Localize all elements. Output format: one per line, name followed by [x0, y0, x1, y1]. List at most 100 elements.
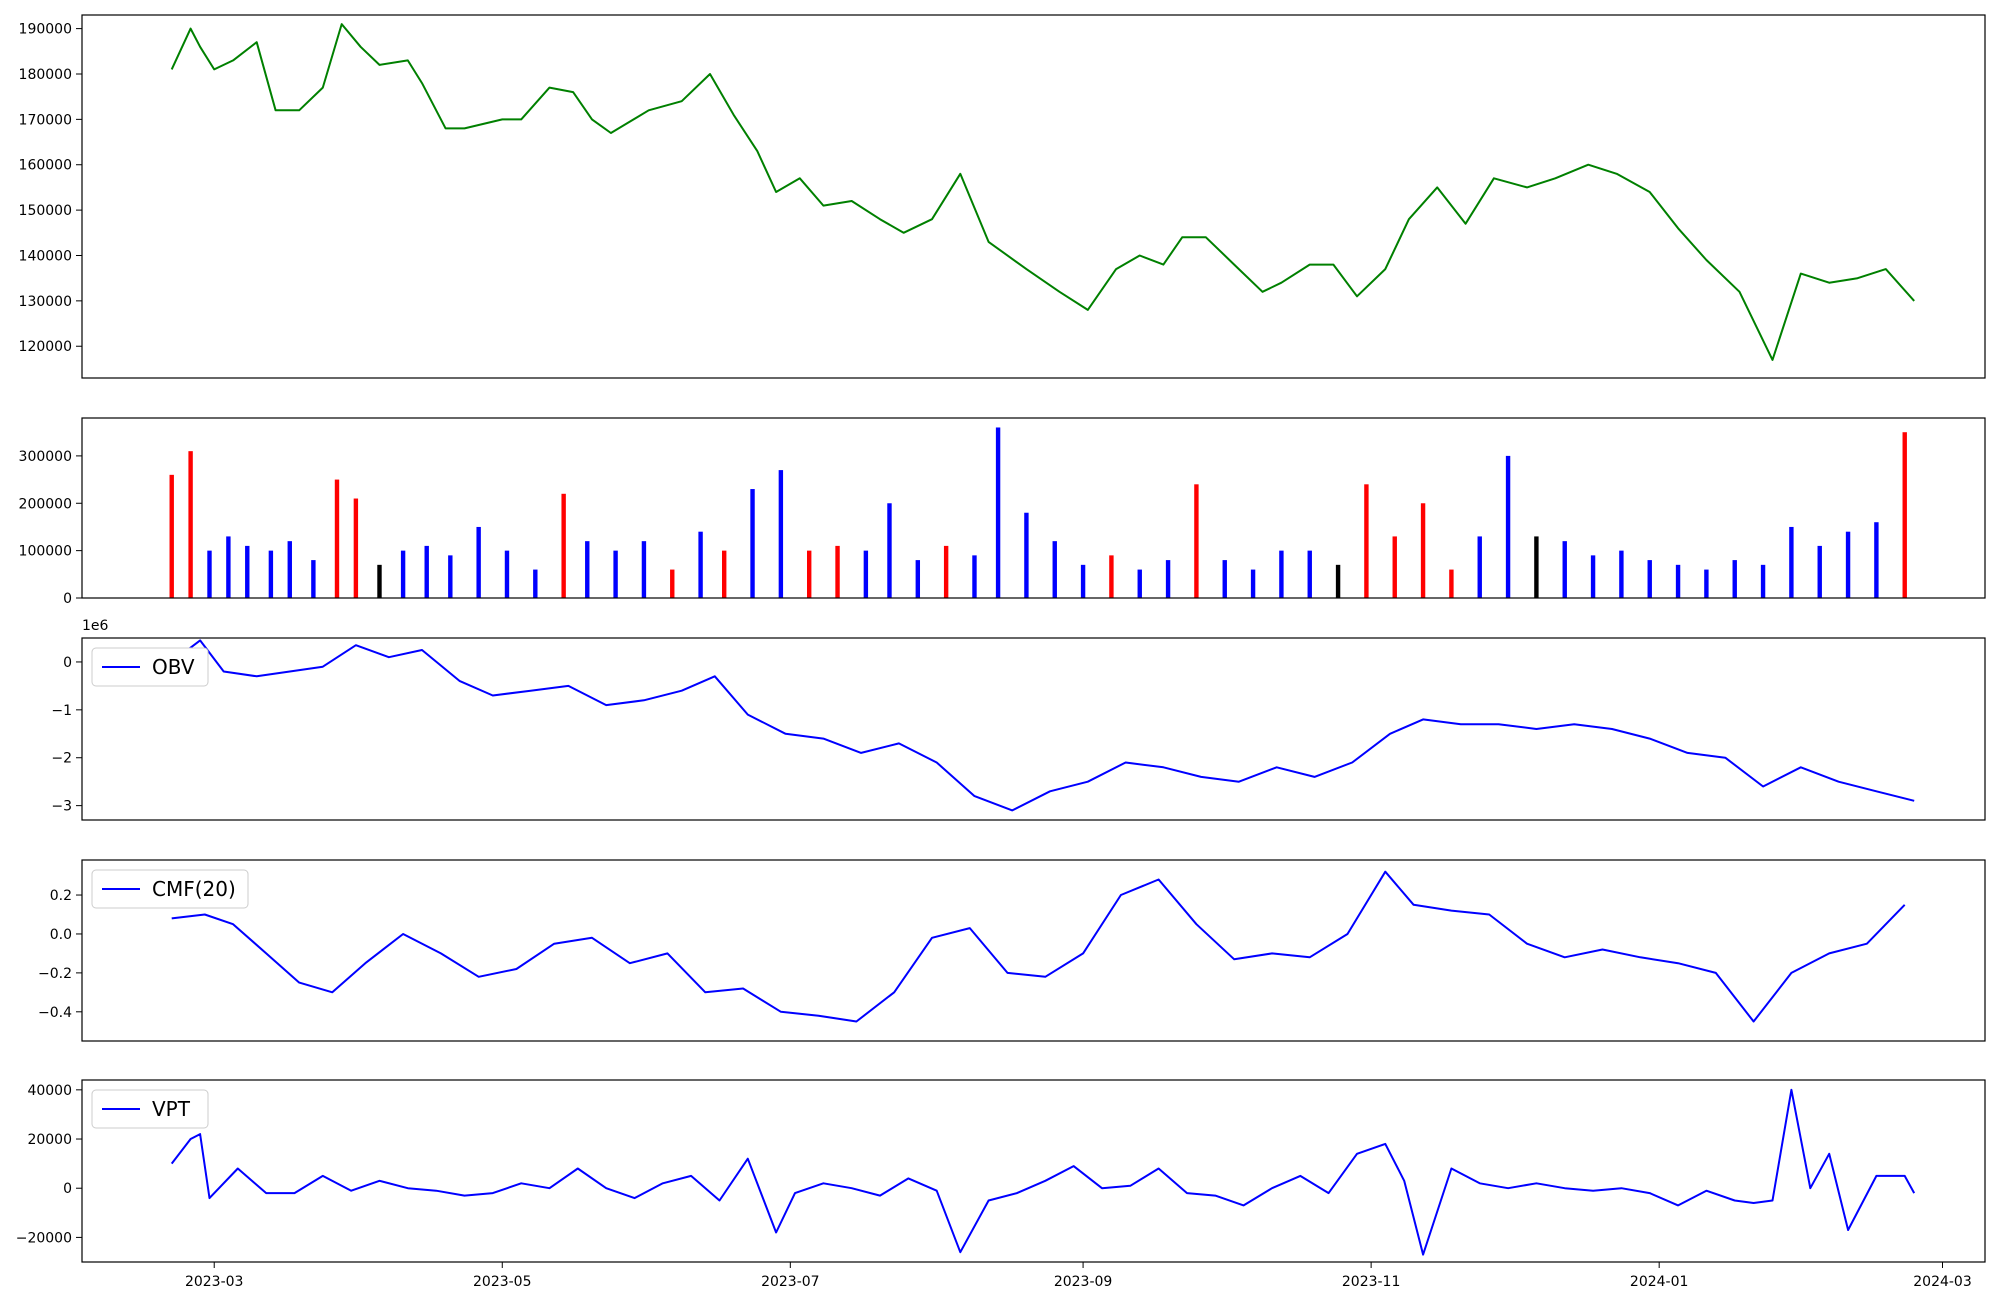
volume-bar — [670, 569, 675, 598]
volume-bar — [448, 555, 453, 598]
volume-bar — [188, 451, 193, 598]
volume-bar — [1732, 560, 1737, 598]
axes-frame — [81, 637, 1986, 821]
y-tick-label: 130000 — [19, 294, 72, 310]
panel-1: 120000 130000 140000 150000 160000 170000 1800… — [19, 14, 1986, 379]
y-tick-label: 200000 — [19, 496, 72, 512]
axes-frame — [81, 859, 1986, 1042]
legend-label: VPT — [152, 1097, 191, 1121]
legend: OBV — [91, 647, 209, 687]
volume-bar — [807, 550, 812, 598]
y-tick-label: 160000 — [19, 158, 72, 174]
volume-bar — [1789, 526, 1794, 598]
volume-bar — [1109, 555, 1114, 598]
volume-bar — [1137, 569, 1142, 598]
volume-bar — [1222, 560, 1227, 598]
volume-bar — [226, 536, 231, 598]
y-tick-label: 180000 — [19, 67, 72, 83]
volume-bar — [1562, 541, 1567, 598]
volume-bar — [1024, 512, 1029, 598]
legend-box — [91, 1089, 209, 1129]
volume-bar — [400, 550, 406, 598]
volume-bar — [1279, 550, 1284, 598]
panel-5: −20000 0 20000 40000 VPT — [16, 1079, 1986, 1263]
y-tick-label: 40000 — [27, 1083, 72, 1099]
y-tick-label: −2 — [51, 751, 72, 767]
legend-label: OBV — [152, 655, 195, 679]
y-tick-label: 190000 — [19, 22, 72, 38]
volume-bar — [504, 550, 510, 598]
volume-bar — [750, 489, 755, 598]
volume-bar — [1449, 569, 1454, 598]
x-tick-label: 2023-03 — [185, 1274, 244, 1290]
volume-bar — [1647, 560, 1652, 598]
volume-bar — [268, 550, 274, 598]
y-tick-label: −20000 — [16, 1230, 72, 1246]
volume-bar — [169, 474, 174, 598]
volume-bar — [311, 560, 316, 598]
volume-bar — [1477, 536, 1482, 598]
volume-bar — [287, 541, 292, 598]
volume-bar — [863, 550, 869, 598]
volume-bar — [424, 545, 429, 598]
volume-bar — [1052, 541, 1057, 598]
volume-bar — [585, 541, 590, 598]
x-tick-label: 2024-03 — [1913, 1274, 1972, 1290]
volume-bar — [1704, 569, 1709, 598]
volume-bar — [1817, 545, 1822, 598]
legend: CMF(20) — [91, 869, 249, 909]
shared-x-axis: 2023-03 2023-05 2023-07 2023-09 2023-11 2024-… — [185, 1262, 1972, 1290]
y-offset-label: 1e6 — [82, 618, 109, 634]
volume-bar — [561, 493, 566, 598]
volume-bar — [887, 503, 892, 598]
volume-bar — [698, 531, 703, 598]
x-tick-label: 2024-01 — [1630, 1274, 1689, 1290]
axes-frame — [81, 14, 1986, 379]
volume-bar — [943, 545, 949, 598]
volume-bar — [972, 555, 977, 598]
y-tick-label: −0.2 — [38, 966, 72, 982]
volume-bar — [245, 545, 250, 598]
volume-bar — [1364, 484, 1369, 598]
volume-bar — [1250, 569, 1256, 598]
volume-bar — [1845, 531, 1851, 598]
axes-frame — [81, 1079, 1986, 1263]
cmf-20--line — [171, 870, 1906, 1023]
panels: 120000 130000 140000 150000 160000 170000 1800… — [16, 14, 1986, 1263]
volume-bar — [377, 564, 382, 598]
volume-bar — [476, 526, 481, 598]
y-tick-label: 0 — [63, 591, 72, 607]
volume-bar — [334, 479, 340, 598]
panel-2: 0 100000 200000 300000 — [19, 417, 1986, 607]
volume-bar — [1420, 503, 1426, 598]
x-tick-label: 2023-05 — [473, 1274, 532, 1290]
y-tick-label: 0.2 — [50, 888, 72, 904]
y-tick-label: 100000 — [19, 544, 72, 560]
volume-bar — [1619, 550, 1624, 598]
volume-bar — [1080, 564, 1086, 598]
y-tick-label: 140000 — [19, 248, 72, 264]
obv-line — [171, 639, 1915, 812]
y-tick-label: 120000 — [19, 339, 72, 355]
vpt-line — [170, 1088, 1916, 1256]
panel-4: −0.4 −0.2 0.0 0.2 CMF(20) — [38, 859, 1986, 1042]
y-tick-label: 0.0 — [50, 927, 72, 943]
volume-bar — [1165, 560, 1171, 598]
x-tick-label: 2023-07 — [761, 1274, 820, 1290]
x-tick-label: 2023-09 — [1054, 1274, 1113, 1290]
y-tick-label: 300000 — [19, 449, 72, 465]
y-tick-label: −0.4 — [38, 1005, 72, 1021]
legend: VPT — [91, 1089, 209, 1129]
y-tick-label: 170000 — [19, 112, 72, 128]
volume-bar — [1335, 564, 1341, 598]
y-tick-label: 20000 — [27, 1132, 72, 1148]
legend-box — [91, 647, 209, 687]
volume-bar — [722, 550, 727, 598]
x-tick-label: 2023-11 — [1342, 1274, 1401, 1290]
volume-bar — [1675, 564, 1681, 598]
volume-bar — [641, 541, 647, 598]
volume-bar — [1590, 555, 1596, 598]
volume-bar — [1760, 564, 1766, 598]
legend-label: CMF(20) — [152, 877, 236, 901]
